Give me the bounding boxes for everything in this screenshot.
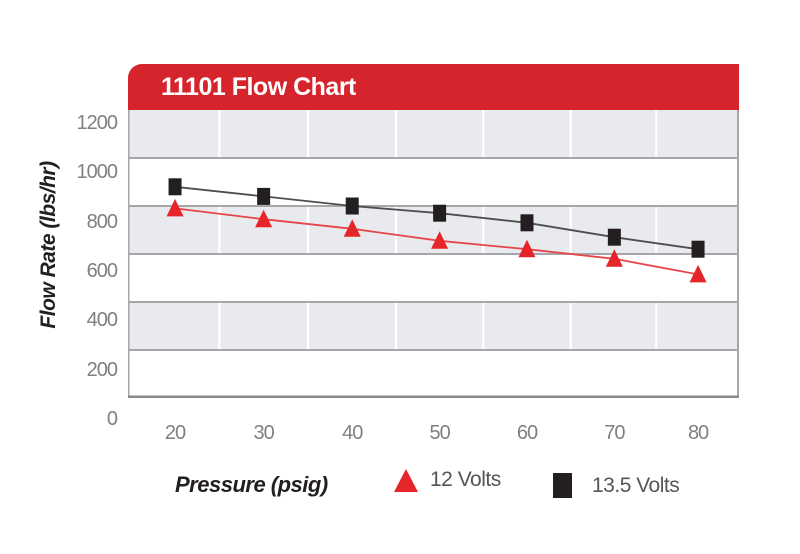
legend-label-12-volts: 12 Volts <box>430 468 501 491</box>
data-point-square <box>691 240 705 258</box>
plot-band <box>128 254 739 302</box>
y-axis-tick-labels: 0 200 400 600 800 1000 1200 <box>40 0 119 554</box>
data-point-triangle <box>689 264 707 283</box>
x-tick-label: 50 <box>429 422 450 444</box>
data-point-square <box>520 214 534 232</box>
data-point-triangle <box>255 209 273 228</box>
data-point-square <box>345 197 359 215</box>
y-tick-label: 400 <box>86 309 118 332</box>
legend-label-13-5-volts: 13.5 Volts <box>592 473 680 497</box>
x-tick-label: 60 <box>516 422 538 444</box>
data-point-square <box>168 178 182 196</box>
plot-band <box>128 350 739 398</box>
chart-title-banner: 11101 Flow Chart <box>128 64 739 110</box>
plot-area <box>128 110 739 398</box>
legend-item-12-volts: 12 Volts <box>394 468 501 492</box>
plot-band <box>128 302 739 350</box>
data-point-triangle <box>166 198 184 217</box>
data-point-triangle <box>431 231 449 249</box>
square-marker-icon <box>553 473 572 498</box>
x-axis-title: Pressure (psig) <box>175 472 328 497</box>
x-tick-label: 20 <box>164 422 186 444</box>
data-point-square <box>257 187 271 205</box>
chart-canvas <box>128 110 739 398</box>
y-tick-label: 1000 <box>76 161 119 184</box>
y-tick-label: 0 <box>106 408 118 430</box>
x-tick-label: 30 <box>253 422 275 444</box>
legend-item-13-5-volts: 13.5 Volts <box>553 473 680 498</box>
x-axis-tick-labels: 20 30 40 50 60 70 80 <box>128 423 739 447</box>
triangle-marker-icon <box>394 468 418 492</box>
plot-band <box>128 110 739 158</box>
y-tick-label: 1200 <box>76 112 119 134</box>
data-point-square <box>433 204 447 222</box>
x-tick-label: 70 <box>604 422 625 444</box>
data-point-triangle <box>518 239 536 258</box>
y-tick-label: 600 <box>86 260 118 282</box>
plot-band <box>128 158 739 206</box>
data-point-triangle <box>343 219 361 237</box>
y-tick-label: 800 <box>86 210 118 233</box>
chart-title: 11101 Flow Chart <box>161 72 356 101</box>
x-tick-label: 80 <box>687 422 709 444</box>
y-tick-label: 200 <box>86 358 118 381</box>
data-point-triangle <box>605 249 623 267</box>
x-tick-label: 40 <box>342 422 363 444</box>
data-point-square <box>607 228 621 246</box>
